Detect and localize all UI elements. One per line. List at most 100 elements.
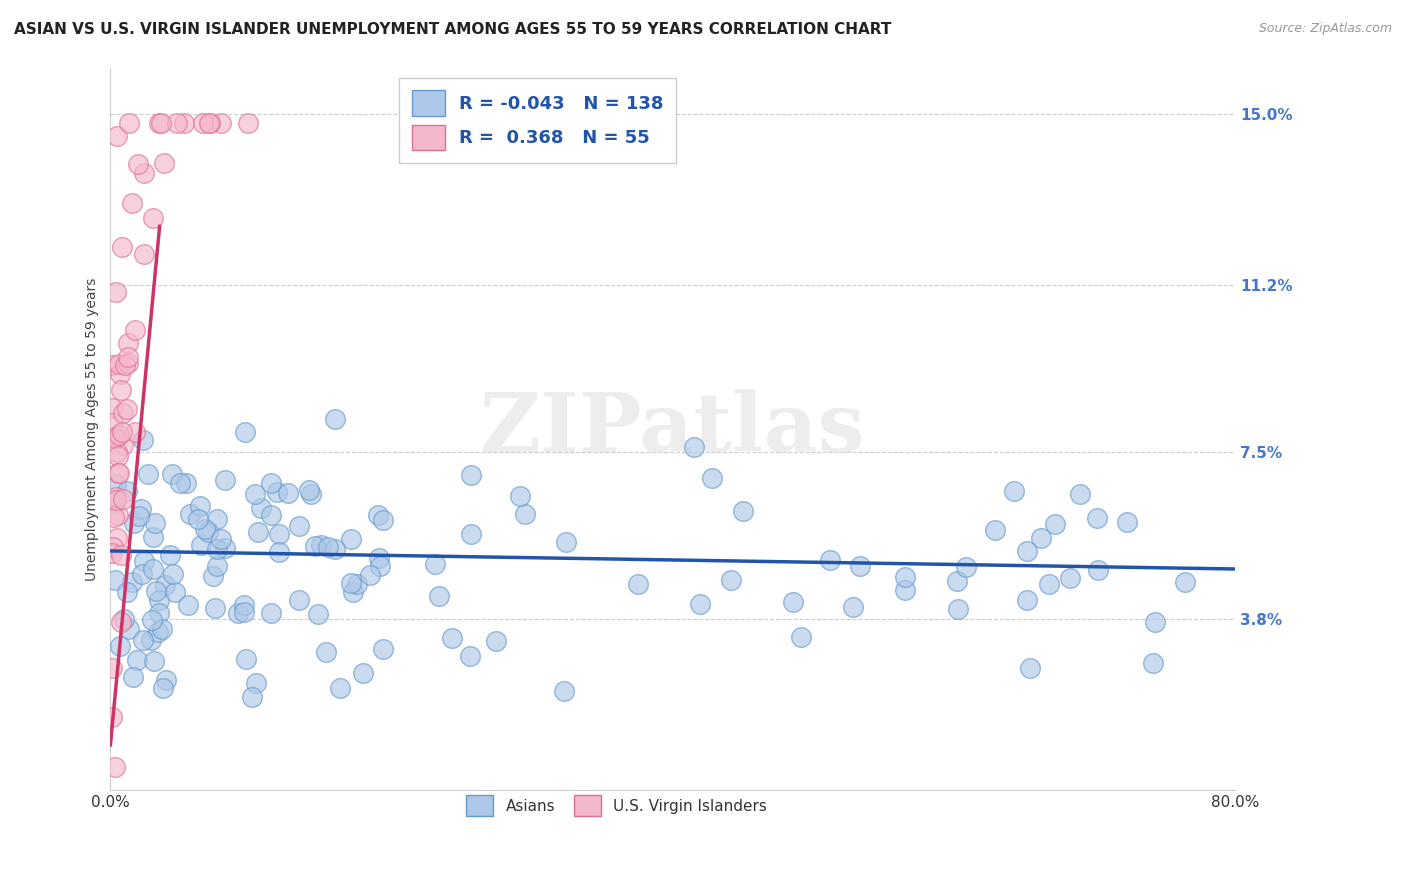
Point xyxy=(235,425,257,439)
Point xyxy=(104,573,127,587)
Point xyxy=(162,566,184,581)
Point xyxy=(142,530,165,544)
Point xyxy=(145,584,167,599)
Point xyxy=(205,559,228,574)
Point xyxy=(260,607,283,621)
Text: Source: ZipAtlas.com: Source: ZipAtlas.com xyxy=(1258,22,1392,36)
Point xyxy=(150,115,173,129)
Point xyxy=(179,507,201,521)
Point xyxy=(1059,571,1081,585)
Point xyxy=(125,653,148,667)
Point xyxy=(141,613,163,627)
Point xyxy=(148,593,170,607)
Point xyxy=(894,570,917,584)
Point xyxy=(720,574,742,588)
Point xyxy=(104,285,127,299)
Point xyxy=(110,615,132,629)
Point xyxy=(110,639,132,653)
Point xyxy=(820,553,842,567)
Point xyxy=(371,642,394,657)
Point xyxy=(166,115,188,129)
Point xyxy=(367,551,389,566)
Point xyxy=(316,540,339,554)
Point xyxy=(1017,544,1039,558)
Point xyxy=(132,433,155,447)
Point xyxy=(197,524,219,539)
Point xyxy=(790,630,813,644)
Point xyxy=(214,541,236,556)
Point xyxy=(110,425,132,440)
Point xyxy=(346,577,368,591)
Point xyxy=(236,115,259,129)
Point xyxy=(108,358,131,372)
Point xyxy=(122,670,145,684)
Point xyxy=(104,760,127,774)
Point xyxy=(128,509,150,524)
Point xyxy=(103,430,125,444)
Point xyxy=(121,196,143,211)
Point xyxy=(139,632,162,647)
Point xyxy=(124,323,146,337)
Point xyxy=(243,487,266,501)
Point xyxy=(117,355,139,369)
Point xyxy=(159,549,181,563)
Point xyxy=(689,597,711,611)
Point xyxy=(1002,483,1025,498)
Point xyxy=(423,557,446,571)
Point xyxy=(1069,486,1091,500)
Point xyxy=(191,115,214,129)
Point xyxy=(153,155,176,169)
Point xyxy=(107,427,129,442)
Point xyxy=(948,602,970,616)
Point xyxy=(115,584,138,599)
Point xyxy=(101,416,124,430)
Point xyxy=(340,575,363,590)
Point xyxy=(945,574,967,588)
Point xyxy=(187,512,209,526)
Point xyxy=(107,129,129,144)
Point xyxy=(134,554,156,568)
Point xyxy=(110,384,132,398)
Point xyxy=(101,710,124,724)
Text: ASIAN VS U.S. VIRGIN ISLANDER UNEMPLOYMENT AMONG AGES 55 TO 59 YEARS CORRELATION: ASIAN VS U.S. VIRGIN ISLANDER UNEMPLOYME… xyxy=(14,22,891,37)
Legend: Asians, U.S. Virgin Islanders: Asians, U.S. Virgin Islanders xyxy=(457,786,776,826)
Point xyxy=(260,475,283,490)
Point xyxy=(114,358,136,372)
Point xyxy=(209,532,232,546)
Point xyxy=(367,508,389,522)
Point xyxy=(104,430,127,444)
Point xyxy=(232,605,254,619)
Point xyxy=(235,652,257,666)
Point xyxy=(104,490,127,504)
Point xyxy=(309,538,332,552)
Point xyxy=(107,449,129,463)
Point xyxy=(269,526,291,541)
Point xyxy=(955,559,977,574)
Point xyxy=(240,690,263,704)
Point xyxy=(148,115,170,129)
Point xyxy=(112,406,135,420)
Point xyxy=(352,666,374,681)
Point xyxy=(232,598,254,612)
Point xyxy=(163,584,186,599)
Point xyxy=(117,335,139,350)
Point xyxy=(307,607,329,621)
Point xyxy=(893,582,915,597)
Point xyxy=(204,600,226,615)
Point xyxy=(152,681,174,696)
Point xyxy=(105,492,128,507)
Point xyxy=(198,115,221,129)
Point xyxy=(103,431,125,445)
Point xyxy=(555,535,578,549)
Point xyxy=(173,115,195,129)
Point xyxy=(111,240,134,254)
Point xyxy=(127,157,149,171)
Point xyxy=(134,166,156,180)
Point xyxy=(841,600,863,615)
Point xyxy=(112,438,135,452)
Point xyxy=(731,504,754,518)
Point xyxy=(142,562,165,576)
Point xyxy=(143,516,166,530)
Point xyxy=(177,598,200,612)
Point xyxy=(1085,511,1108,525)
